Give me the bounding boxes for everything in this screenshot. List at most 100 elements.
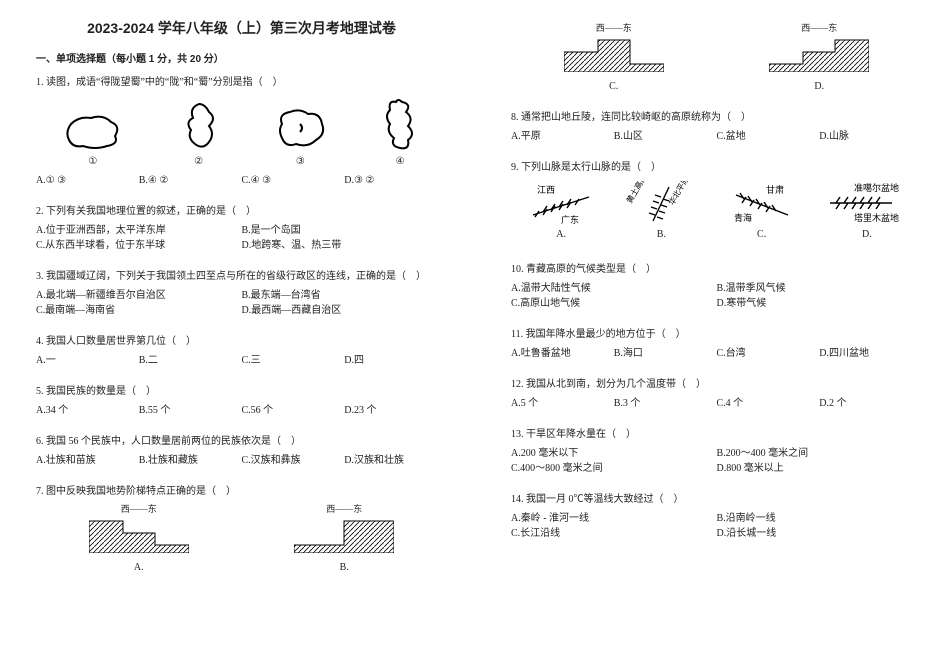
svg-text:江西: 江西 [537,185,555,195]
section-heading: 一、单项选择题（每小题 1 分，共 20 分） [36,50,447,65]
svg-text:华北平原: 华北平原 [666,181,691,207]
svg-text:广东: 广东 [561,214,579,225]
mountain-b: 黄土高原 华北平原 B. [621,181,701,242]
q10-opt-d: D.寒带气候 [717,296,923,311]
question-9: 9. 下列山脉是太行山脉的是（ ） 江西 广东 [511,160,922,246]
q10-opt-c: C.高原山地气候 [511,296,717,311]
q5-opt-d: D.23 个 [344,403,447,418]
q8-opt-d: D.山脉 [819,129,922,144]
q10-opt-b: B.温带季风气候 [717,281,923,296]
q6-opt-a: A.壮族和苗族 [36,453,139,468]
q11-options: A.吐鲁番盆地 B.海口 C.台湾 D.四川盆地 [511,346,922,361]
q11-opt-d: D.四川盆地 [819,346,922,361]
q2-opt-c: C.从东西半球看，位于东半球 [36,238,242,253]
map-2: ② [175,100,223,169]
question-5: 5. 我国民族的数量是（ ） A.34 个 B.55 个 C.56 个 D.23… [36,384,447,418]
map-2-label: ② [175,154,223,169]
q12-stem: 12. 我国从北到南，划分为几个温度带（ ） [511,377,922,392]
q14-opt-d: D.沿长城一线 [717,526,923,541]
q13-opt-c: C.400～800 毫米之间 [511,461,717,476]
q3-opt-d: D.最西端—西藏自治区 [242,303,448,318]
question-14: 14. 我国一月 0℃等温线大致经过（ ） A.秦岭 - 淮河一线 B.沿南岭一… [511,492,922,541]
q8-options: A.平原 B.山区 C.盆地 D.山脉 [511,129,922,144]
question-10: 10. 青藏高原的气候类型是（ ） A.温带大陆性气候 B.温带季风气候 C.高… [511,262,922,311]
mountain-a: 江西 广东 A. [521,181,601,242]
terrain-a: 西——东 A. [89,503,189,575]
q6-opt-d: D.汉族和壮族 [344,453,447,468]
arrow-a: 西——东 [89,503,189,517]
question-4: 4. 我国人口数量居世界第几位（ ） A.一 B.二 C.三 D.四 [36,334,447,368]
q9-opt-a: A. [521,227,601,242]
q4-opt-b: B.二 [139,353,242,368]
question-8: 8. 通常把山地丘陵，连同比较崎岖的高原统称为（ ） A.平原 B.山区 C.盆… [511,110,922,144]
question-3: 3. 我国疆域辽阔，下列关于我国领土四至点与所在的省级行政区的连线，正确的是（ … [36,269,447,318]
q5-opt-a: A.34 个 [36,403,139,418]
q5-options: A.34 个 B.55 个 C.56 个 D.23 个 [36,403,447,418]
mountain-c: 甘肃 青海 C. [722,181,802,242]
q4-opt-d: D.四 [344,353,447,368]
q3-stem: 3. 我国疆域辽阔，下列关于我国领土四至点与所在的省级行政区的连线，正确的是（ … [36,269,447,284]
q11-opt-c: C.台湾 [717,346,820,361]
q8-opt-b: B.山区 [614,129,717,144]
q11-opt-b: B.海口 [614,346,717,361]
question-6: 6. 我国 56 个民族中，人口数量居前两位的民族依次是（ ） A.壮族和苗族 … [36,434,447,468]
q2-opt-b: B.是一个岛国 [242,223,448,238]
q12-opt-c: C.4 个 [717,396,820,411]
q6-opt-b: B.壮族和藏族 [139,453,242,468]
q6-options: A.壮族和苗族 B.壮族和藏族 C.汉族和彝族 D.汉族和壮族 [36,453,447,468]
q2-opt-d: D.地跨寒、温、热三带 [242,238,448,253]
svg-text:青海: 青海 [734,212,752,223]
q3-options: A.最北端—新疆维吾尔自治区 B.最东端—台湾省 C.最南端—海南省 D.最西端… [36,288,447,318]
q7-diagrams-row2: 西——东 C. 西——东 D. [511,22,922,94]
q13-opt-a: A.200 毫米以下 [511,446,717,461]
right-column: 西——东 C. 西——东 D. 8. [475,0,950,672]
q4-stem: 4. 我国人口数量居世界第几位（ ） [36,334,447,349]
q7-opt-c: C. [564,79,664,94]
svg-text:甘肃: 甘肃 [766,184,784,195]
q3-opt-b: B.最东端—台湾省 [242,288,448,303]
q1-opt-a: A.① ③ [36,173,139,188]
map-4-label: ④ [378,154,422,169]
map-4: ④ [378,96,422,169]
arrow-c: 西——东 [564,22,664,36]
arrow-d: 西——东 [769,22,869,36]
q9-stem: 9. 下列山脉是太行山脉的是（ ） [511,160,922,175]
q1-opt-b: B.④ ② [139,173,242,188]
left-column: 2023-2024 学年八年级（上）第三次月考地理试卷 一、单项选择题（每小题 … [0,0,475,672]
q7-diagrams-row1: 西——东 A. 西——东 B. [36,503,447,575]
terrain-d: 西——东 D. [769,22,869,94]
question-7: 7. 图中反映我国地势阶梯特点正确的是（ ） 西——东 A. 西——东 [36,484,447,575]
q5-stem: 5. 我国民族的数量是（ ） [36,384,447,399]
q8-stem: 8. 通常把山地丘陵，连同比较崎岖的高原统称为（ ） [511,110,922,125]
q11-stem: 11. 我国年降水量最少的地方位于（ ） [511,327,922,342]
q9-opt-c: C. [722,227,802,242]
q5-opt-c: C.56 个 [242,403,345,418]
question-7-cont: 西——东 C. 西——东 D. [511,18,922,94]
question-13: 13. 干旱区年降水量在（ ） A.200 毫米以下 B.200～400 毫米之… [511,427,922,476]
q8-opt-c: C.盆地 [717,129,820,144]
q7-opt-b: B. [294,560,394,575]
q13-stem: 13. 干旱区年降水量在（ ） [511,427,922,442]
q12-opt-b: B.3 个 [614,396,717,411]
q4-opt-c: C.三 [242,353,345,368]
svg-text:塔里木盆地: 塔里木盆地 [854,212,899,223]
arrow-b: 西——东 [294,503,394,517]
question-1: 1. 读图，成语“得陇望蜀”中的“陇”和“蜀”分别是指（ ） ① ② [36,75,447,188]
q3-opt-c: C.最南端—海南省 [36,303,242,318]
q13-opt-b: B.200～400 毫米之间 [717,446,923,461]
q2-options: A.位于亚洲西部，太平洋东岸 B.是一个岛国 C.从东西半球看，位于东半球 D.… [36,223,447,253]
mountain-d: 准噶尔盆地 塔里木盆地 D. [822,181,912,242]
q5-opt-b: B.55 个 [139,403,242,418]
map-3-label: ③ [272,154,328,169]
q14-opt-a: A.秦岭 - 淮河一线 [511,511,717,526]
exam-paper: 2023-2024 学年八年级（上）第三次月考地理试卷 一、单项选择题（每小题 … [0,0,950,672]
q14-opt-c: C.长江沿线 [511,526,717,541]
q9-opt-b: B. [621,227,701,242]
q12-options: A.5 个 B.3 个 C.4 个 D.2 个 [511,396,922,411]
q13-opt-d: D.800 毫米以上 [717,461,923,476]
question-12: 12. 我国从北到南，划分为几个温度带（ ） A.5 个 B.3 个 C.4 个… [511,377,922,411]
q7-opt-d: D. [769,79,869,94]
q4-options: A.一 B.二 C.三 D.四 [36,353,447,368]
q9-opt-d: D. [822,227,912,242]
q1-maps: ① ② ③ ④ [36,96,447,169]
